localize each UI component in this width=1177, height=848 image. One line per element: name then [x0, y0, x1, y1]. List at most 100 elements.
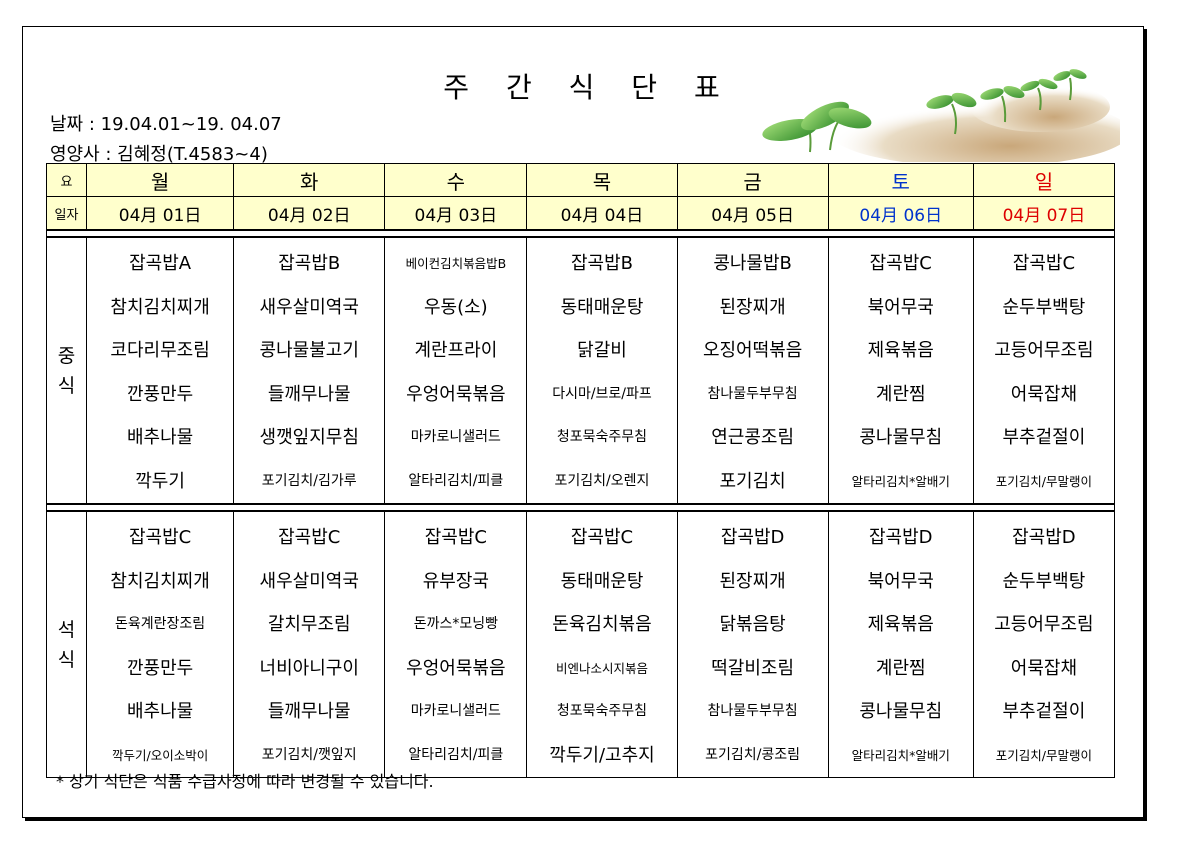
menu-item: 연근콩조림	[711, 427, 795, 448]
date-sun: 04月 07日	[972, 196, 1116, 231]
menu-item: 새우살미역국	[259, 296, 359, 318]
date-thu: 04月 04日	[526, 196, 678, 231]
menu-item: 너비아니구이	[259, 657, 359, 679]
menu-item: 코다리무조림	[110, 340, 210, 361]
day-fri: 금	[676, 163, 829, 197]
menu-item: 돈육계란장조림	[115, 616, 206, 632]
menu-item: 콩나물밥B	[713, 253, 792, 274]
menu-item: 잡곡밥C	[278, 527, 341, 548]
menu-item: 고등어무조림	[994, 614, 1094, 635]
lunch-wed: 베이컨김치볶음밥B 우동(소) 계란프라이 우엉어묵볶음 마카로니샐러드 알타리…	[384, 236, 528, 505]
dinner-mon: 잡곡밥C 참치김치찌개 돈육계란장조림 깐풍만두 배추나물 깍두기/오이소박이	[86, 510, 235, 778]
dinner-label: 석 식	[45, 510, 88, 778]
menu-item: 된장찌개	[719, 570, 786, 592]
menu-item: 돈까스*모닝빵	[413, 616, 498, 632]
menu-item: 잡곡밥C	[424, 527, 487, 548]
dinner-fri: 잡곡밥D 된장찌개 닭볶음탕 떡갈비조림 참나물두부무침 포기김치/콩조림	[676, 510, 829, 778]
menu-item: 알타리김치/피클	[408, 472, 504, 489]
menu-item: 잡곡밥C	[1012, 253, 1076, 274]
menu-item: 콩나물무침	[859, 701, 943, 722]
menu-item: 포기김치/김가루	[261, 472, 357, 489]
dinner-row: 석 식 잡곡밥C 참치김치찌개 돈육계란장조림 깐풍만두 배추나물 깍두기/오이…	[45, 510, 1116, 778]
menu-item: 참나물두부무침	[707, 703, 798, 719]
day-label: 요	[45, 163, 88, 197]
menu-item: 배추나물	[126, 701, 194, 722]
lunch-fri: 콩나물밥B 된장찌개 오징어떡볶음 참나물두부무침 연근콩조림 포기김치	[676, 236, 829, 505]
menu-item: 다시마/브로/파프	[552, 385, 652, 402]
menu-item: 우엉어묵볶음	[406, 383, 506, 405]
date-header-row: 일자 04月 01日 04月 02日 04月 03日 04月 04日 04月 0…	[45, 196, 1116, 231]
menu-item: 깍두기	[135, 470, 185, 492]
day-sun: 일	[972, 163, 1116, 197]
menu-item: 마카로니샐러드	[410, 703, 501, 719]
menu-item: 콩나물무침	[859, 427, 943, 448]
menu-item: 제육볶음	[867, 614, 934, 635]
menu-item: 잡곡밥D	[720, 527, 785, 548]
weekly-menu-table: 요 월 화 수 목 금 토 일 일자 04月 01日 04月 02日 04月 0…	[45, 163, 1116, 778]
menu-item: 잡곡밥C	[869, 253, 932, 274]
menu-item: 닭갈비	[577, 340, 627, 361]
menu-item: 잡곡밥A	[129, 253, 192, 274]
menu-item: 닭볶음탕	[719, 614, 786, 635]
menu-item: 북어무국	[867, 296, 934, 318]
menu-item: 잡곡밥B	[278, 253, 341, 274]
menu-item: 잡곡밥D	[1012, 527, 1076, 548]
date-range: 날짜 : 19.04.01~19. 04.07	[50, 114, 282, 135]
menu-item: 알타리김치/피클	[408, 746, 504, 763]
menu-item: 참치김치찌개	[110, 570, 210, 592]
menu-item: 생깻잎지무침	[259, 427, 359, 448]
menu-item: 떡갈비조림	[711, 657, 795, 679]
menu-item: 포기김치/콩조림	[705, 746, 801, 763]
day-sat: 토	[827, 163, 974, 197]
footnote: * 상기 식단은 식품 수급사정에 따라 변경될 수 있습니다.	[56, 772, 434, 791]
menu-item: 잡곡밥D	[868, 527, 933, 548]
menu-item: 부추겉절이	[1002, 427, 1086, 448]
menu-item: 돈육김치볶음	[552, 614, 652, 635]
menu-item: 청포묵숙주무침	[556, 703, 648, 719]
menu-item: 콩나물불고기	[259, 340, 359, 361]
menu-item: 동태매운탕	[560, 570, 644, 592]
menu-item: 우동(소)	[423, 296, 488, 318]
separator-row	[46, 229, 1115, 238]
menu-item: 포기김치/오렌지	[554, 472, 650, 489]
day-thu: 목	[526, 163, 678, 197]
date-mon: 04月 01日	[86, 196, 235, 231]
lunch-sat: 잡곡밥C 북어무국 제육볶음 계란찜 콩나물무침 알타리김치*알배기	[827, 236, 974, 505]
menu-item: 참치김치찌개	[110, 296, 210, 318]
menu-item: 어묵잡채	[1010, 383, 1078, 405]
dinner-wed: 잡곡밥C 유부장국 돈까스*모닝빵 우엉어묵볶음 마카로니샐러드 알타리김치/피…	[384, 510, 528, 778]
day-mon: 월	[86, 163, 235, 197]
dinner-sun: 잡곡밥D 순두부백탕 고등어무조림 어묵잡채 부추겉절이 포기김치/무말랭이	[972, 510, 1116, 778]
menu-item: 포기김치/무말랭이	[995, 747, 1093, 763]
menu-item: 깐풍만두	[126, 383, 194, 405]
separator-row	[46, 503, 1115, 512]
lunch-tue: 잡곡밥B 새우살미역국 콩나물불고기 들깨무나물 생깻잎지무침 포기김치/김가루	[233, 236, 386, 505]
day-tue: 화	[233, 163, 386, 197]
dinner-thu: 잡곡밥C 동태매운탕 돈육김치볶음 비엔나소시지볶음 청포묵숙주무침 깍두기/고…	[526, 510, 678, 778]
menu-item: 마카로니샐러드	[410, 429, 501, 445]
lunch-sun: 잡곡밥C 순두부백탕 고등어무조림 어묵잡채 부추겉절이 포기김치/무말랭이	[972, 236, 1116, 505]
menu-item: 계란찜	[875, 383, 926, 405]
page-title: 주 간 식 단 표	[443, 71, 734, 104]
menu-item: 제육볶음	[867, 340, 934, 361]
date-label: 일자	[45, 196, 88, 231]
menu-item: 들깨무나물	[267, 701, 351, 722]
menu-item: 알타리김치*알배기	[851, 747, 950, 763]
menu-item: 순두부백탕	[1002, 296, 1086, 318]
menu-item: 베이컨김치볶음밥B	[405, 256, 507, 271]
menu-item: 된장찌개	[719, 296, 786, 318]
menu-item: 포기김치	[719, 470, 786, 492]
date-fri: 04月 05日	[676, 196, 829, 231]
menu-item: 순두부백탕	[1002, 570, 1086, 592]
menu-item: 고등어무조림	[994, 340, 1094, 361]
menu-item: 깐풍만두	[126, 657, 194, 679]
date-sat: 04月 06日	[827, 196, 974, 231]
lunch-mon: 잡곡밥A 참치김치찌개 코다리무조림 깐풍만두 배추나물 깍두기	[86, 236, 235, 505]
menu-item: 잡곡밥C	[570, 527, 634, 548]
date-tue: 04月 02日	[233, 196, 386, 231]
dinner-sat: 잡곡밥D 북어무국 제육볶음 계란찜 콩나물무침 알타리김치*알배기	[827, 510, 974, 778]
menu-item: 참나물두부무침	[707, 385, 798, 402]
menu-item: 들깨무나물	[267, 383, 351, 405]
date-wed: 04月 03日	[384, 196, 528, 231]
menu-item: 포기김치/무말랭이	[995, 473, 1093, 489]
